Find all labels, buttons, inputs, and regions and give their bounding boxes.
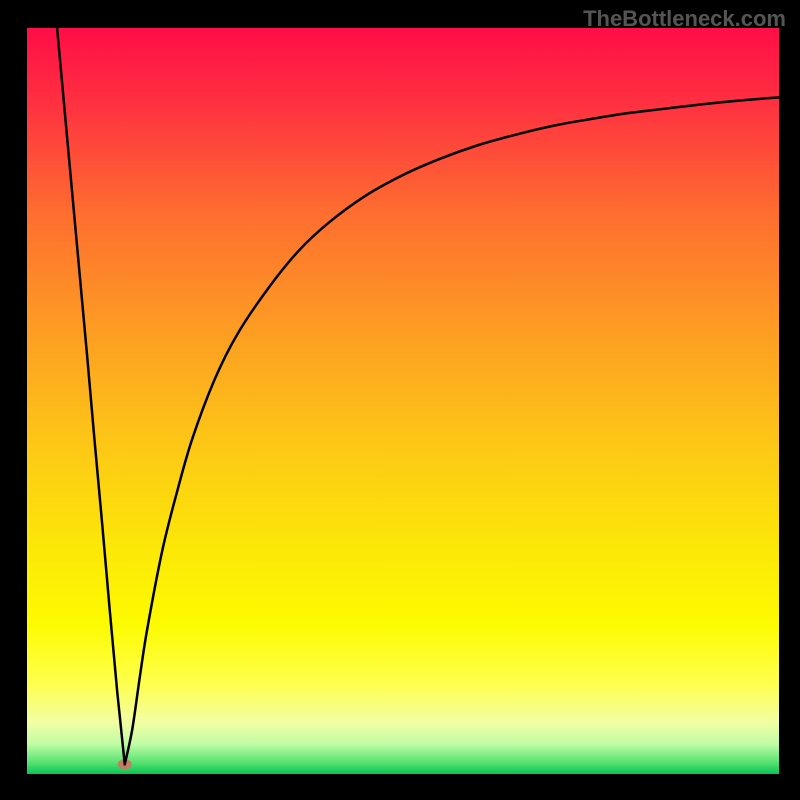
chart-svg xyxy=(0,0,800,800)
chart-gradient-bg xyxy=(27,28,779,774)
bottleneck-chart: TheBottleneck.com xyxy=(0,0,800,800)
watermark-text: TheBottleneck.com xyxy=(583,6,786,32)
